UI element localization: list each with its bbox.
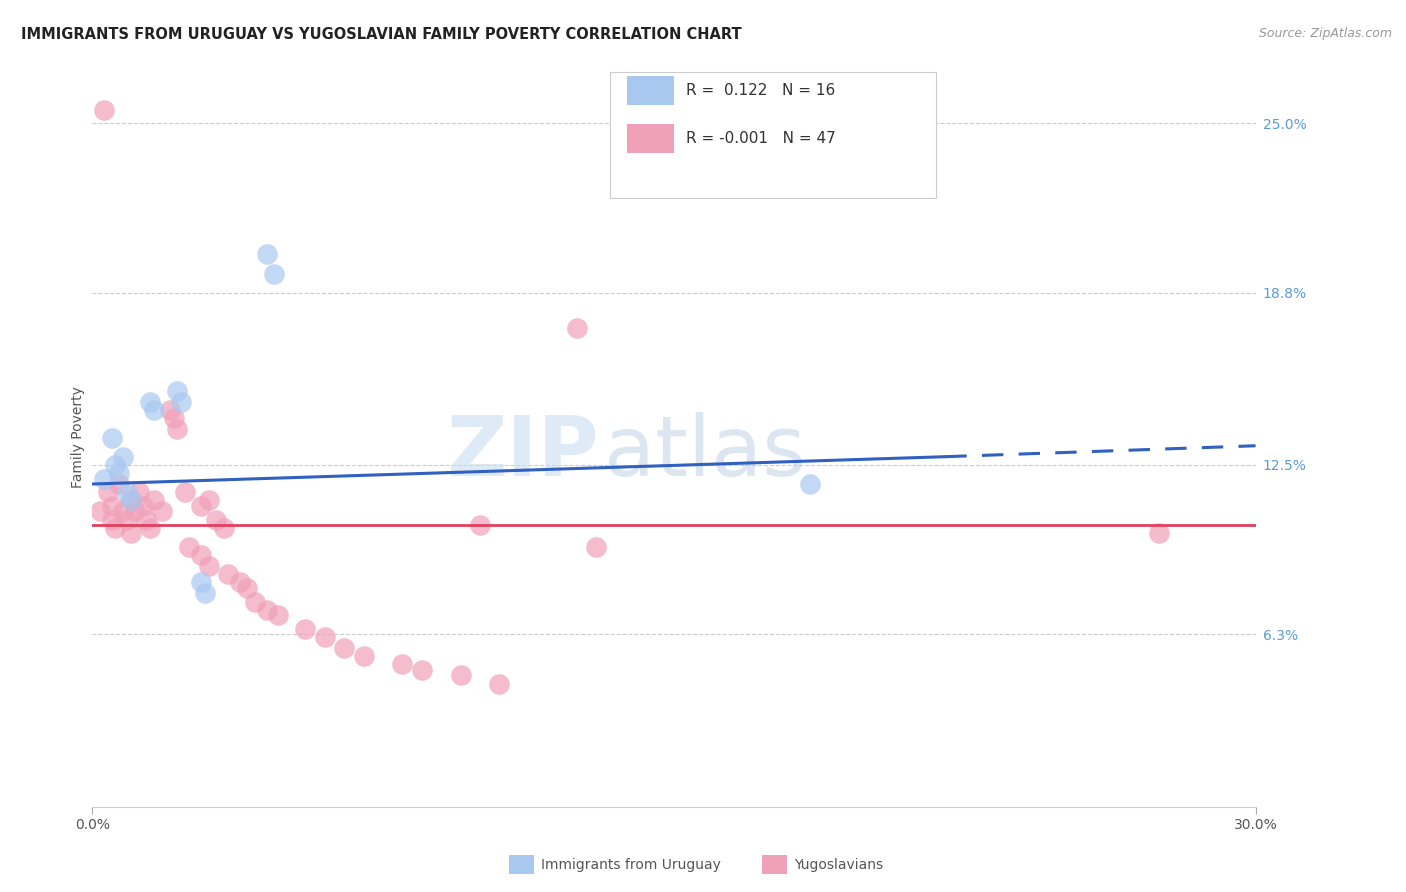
Point <box>108 466 131 480</box>
Point <box>243 594 266 608</box>
Point <box>112 504 135 518</box>
Point <box>93 472 115 486</box>
Point <box>353 649 375 664</box>
Point <box>104 521 127 535</box>
Point <box>263 267 285 281</box>
Point <box>166 384 188 398</box>
Point <box>314 630 336 644</box>
Point <box>190 499 212 513</box>
Point <box>267 608 290 623</box>
Point <box>294 622 316 636</box>
FancyBboxPatch shape <box>610 72 935 198</box>
Point <box>799 477 821 491</box>
Point <box>194 586 217 600</box>
Y-axis label: Family Poverty: Family Poverty <box>72 386 86 489</box>
Point <box>411 663 433 677</box>
Point <box>150 504 173 518</box>
Point <box>112 450 135 464</box>
Point <box>212 521 235 535</box>
Point <box>115 512 138 526</box>
Point <box>1147 526 1170 541</box>
Point <box>135 512 157 526</box>
Point <box>128 485 150 500</box>
Point <box>333 641 356 656</box>
Point <box>174 485 197 500</box>
Text: atlas: atlas <box>605 412 806 492</box>
Point <box>100 512 122 526</box>
Point <box>256 603 278 617</box>
Text: IMMIGRANTS FROM URUGUAY VS YUGOSLAVIAN FAMILY POVERTY CORRELATION CHART: IMMIGRANTS FROM URUGUAY VS YUGOSLAVIAN F… <box>21 27 742 42</box>
Point <box>565 321 588 335</box>
Point <box>585 540 607 554</box>
Point <box>205 512 228 526</box>
Point <box>104 458 127 472</box>
Point <box>197 559 219 574</box>
Point <box>391 657 413 672</box>
Point <box>97 485 120 500</box>
Point <box>124 504 146 518</box>
Point <box>236 581 259 595</box>
Point <box>143 403 166 417</box>
Point <box>143 493 166 508</box>
Point <box>217 567 239 582</box>
Point <box>139 521 162 535</box>
FancyBboxPatch shape <box>627 124 673 153</box>
Point <box>131 499 153 513</box>
Point <box>179 540 201 554</box>
Point <box>120 493 142 508</box>
Point <box>139 395 162 409</box>
Point <box>468 518 491 533</box>
Text: Yugoslavians: Yugoslavians <box>794 858 883 872</box>
Point <box>162 411 184 425</box>
Point <box>93 103 115 117</box>
Point <box>228 575 250 590</box>
Point <box>170 395 193 409</box>
Point <box>159 403 181 417</box>
Point <box>256 247 278 261</box>
Point <box>115 485 138 500</box>
Point <box>166 422 188 436</box>
Text: R = -0.001   N = 47: R = -0.001 N = 47 <box>686 131 835 146</box>
Point <box>120 526 142 541</box>
Text: R =  0.122   N = 16: R = 0.122 N = 16 <box>686 83 835 98</box>
Point <box>197 493 219 508</box>
Point <box>488 676 510 690</box>
Text: ZIP: ZIP <box>446 412 599 492</box>
Text: Source: ZipAtlas.com: Source: ZipAtlas.com <box>1258 27 1392 40</box>
FancyBboxPatch shape <box>627 76 673 105</box>
Text: Immigrants from Uruguay: Immigrants from Uruguay <box>541 858 721 872</box>
Point <box>190 548 212 562</box>
Point <box>89 504 111 518</box>
Point <box>120 493 142 508</box>
Point <box>108 477 131 491</box>
Point <box>450 668 472 682</box>
Point <box>100 499 122 513</box>
Point <box>190 575 212 590</box>
Point <box>100 431 122 445</box>
